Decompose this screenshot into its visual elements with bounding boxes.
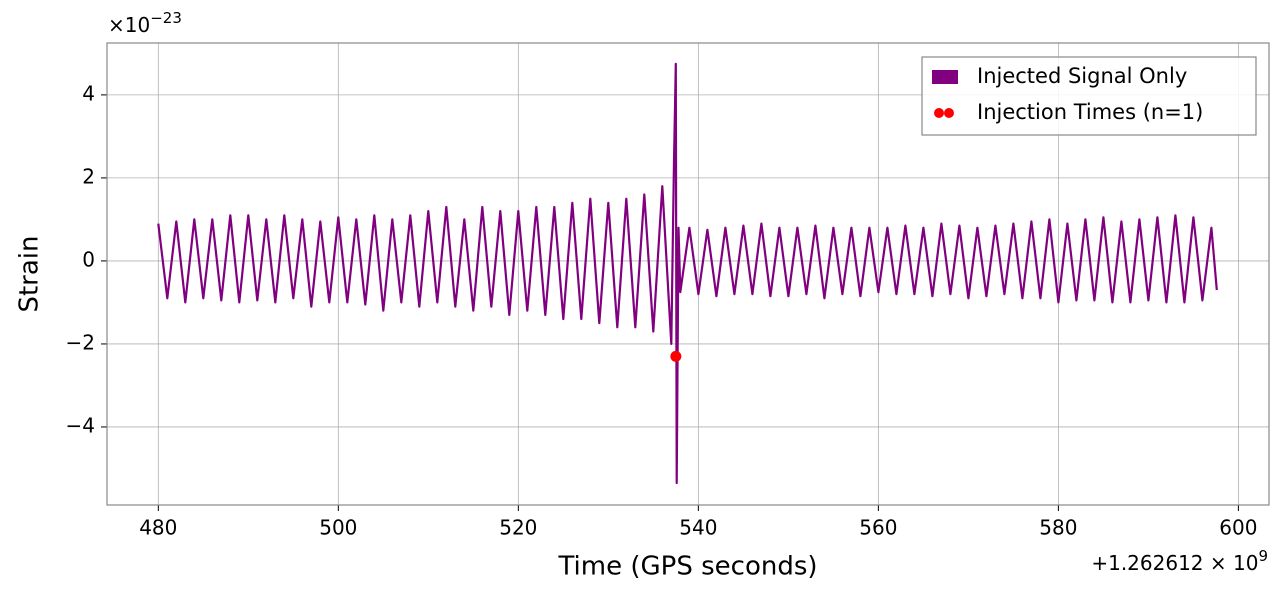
legend-marker bbox=[944, 108, 954, 118]
y-offset-base: ×10 bbox=[108, 13, 150, 37]
x-tick-label: 600 bbox=[1219, 516, 1257, 540]
x-tick-label: 480 bbox=[139, 516, 177, 540]
y-axis-label: Strain bbox=[15, 235, 45, 312]
x-offset-base: +1.262612 × 10 bbox=[1091, 551, 1258, 575]
y-tick-label: 2 bbox=[82, 164, 95, 188]
legend-marker bbox=[934, 108, 944, 118]
y-offset-exponent: −23 bbox=[150, 9, 182, 27]
x-axis-label: Time (GPS seconds) bbox=[557, 552, 817, 582]
injection-point bbox=[670, 350, 682, 362]
x-tick-label: 540 bbox=[679, 516, 717, 540]
x-offset-exponent: 9 bbox=[1258, 547, 1268, 565]
legend-box bbox=[921, 56, 1257, 136]
x-offset: +1.262612 × 109 bbox=[1091, 547, 1268, 575]
y-offset: ×10−23 bbox=[108, 9, 182, 37]
x-tick-label: 500 bbox=[319, 516, 357, 540]
y-tick-label: 4 bbox=[82, 81, 95, 105]
y-tick-label: 0 bbox=[82, 247, 95, 271]
y-tick-label: −2 bbox=[66, 330, 95, 354]
legend-label: Injection Times (n=1) bbox=[977, 100, 1203, 124]
signal-line bbox=[157, 62, 1218, 485]
legend-marker bbox=[932, 70, 958, 84]
x-tick-label: 580 bbox=[1039, 516, 1077, 540]
legend-label: Injected Signal Only bbox=[977, 64, 1187, 88]
x-tick-label: 560 bbox=[859, 516, 897, 540]
plot-frame bbox=[106, 42, 1270, 506]
x-tick-label: 520 bbox=[499, 516, 537, 540]
y-tick-label: −4 bbox=[66, 413, 95, 437]
